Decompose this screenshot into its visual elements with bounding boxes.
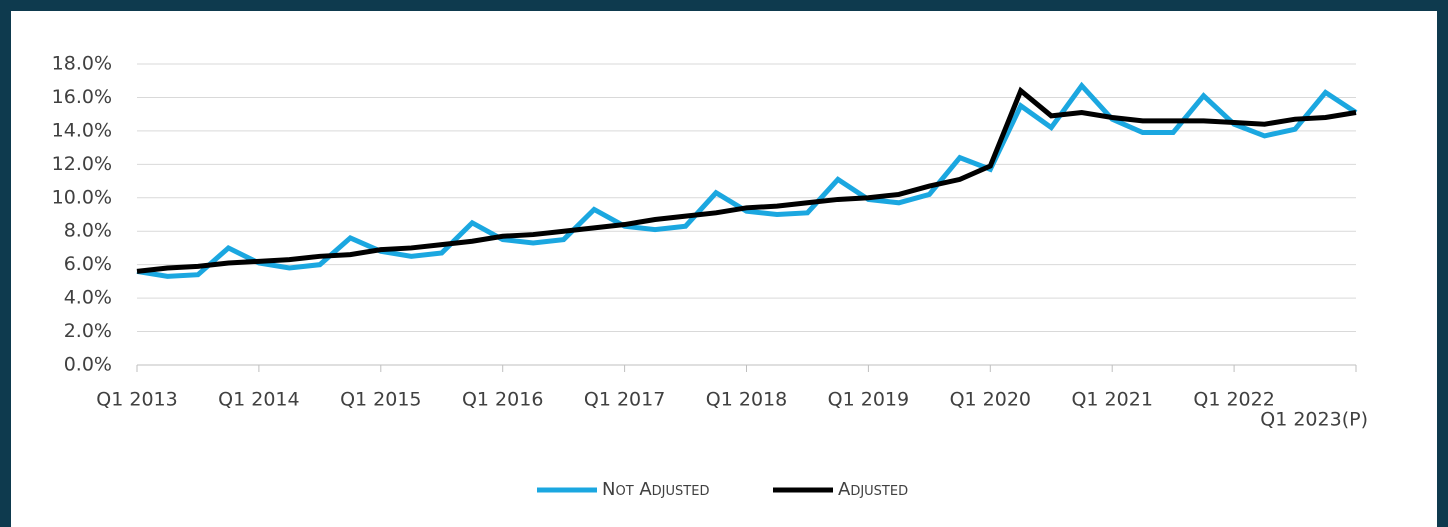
x-tick-label: Q1 2020: [950, 389, 1031, 411]
y-tick-label: 12.0%: [52, 153, 112, 175]
y-tick-label: 0.0%: [64, 354, 112, 376]
x-tick-label: Q1 2015: [340, 389, 421, 411]
x-tick-label: Q1 2014: [218, 389, 299, 411]
x-tick-label: Q1 2021: [1071, 389, 1152, 411]
x-tick-label: Q1 2023(P): [1260, 409, 1368, 431]
legend-label: Not Adjusted: [602, 479, 709, 500]
line-series: [136, 86, 1357, 274]
x-tick-label: Q1 2022: [1193, 389, 1274, 411]
y-tick-label: 10.0%: [52, 186, 112, 208]
x-tick-label: Q1 2013: [96, 389, 177, 411]
x-tick-label: Q1 2016: [462, 389, 543, 411]
y-tick-label: 6.0%: [64, 253, 112, 275]
line-series: [136, 81, 1358, 279]
y-tick-label: 14.0%: [52, 119, 112, 141]
x-tick-label: Q1 2017: [584, 389, 665, 411]
y-tick-label: 2.0%: [64, 320, 112, 342]
x-tick-label: Q1 2019: [828, 389, 909, 411]
y-tick-label: 8.0%: [64, 220, 112, 242]
y-tick-label: 4.0%: [64, 287, 112, 309]
x-tick-label: Q1 2018: [706, 389, 787, 411]
y-tick-label: 18.0%: [52, 53, 112, 75]
legend-label: Adjusted: [838, 479, 908, 500]
y-tick-label: 16.0%: [52, 86, 112, 108]
